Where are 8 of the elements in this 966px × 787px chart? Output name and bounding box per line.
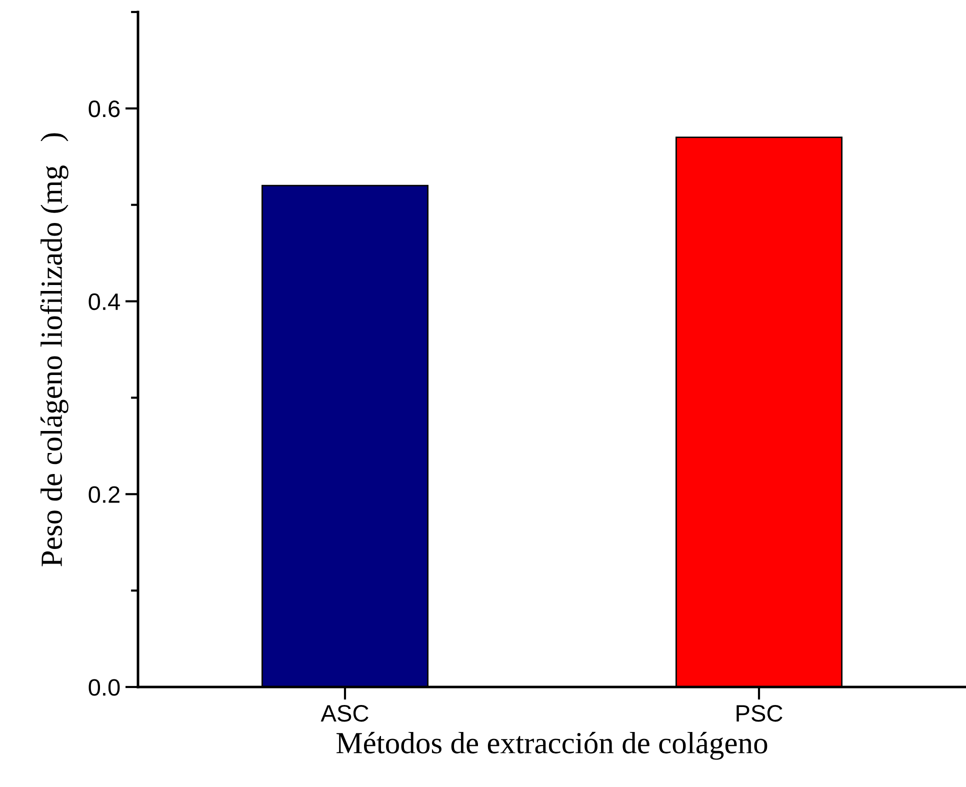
x-tick-label: ASC <box>320 704 368 722</box>
y-tick-label: 0.2 <box>88 486 120 503</box>
y-tick-label: 0.0 <box>88 679 120 696</box>
y-tick-label: 0.6 <box>88 100 120 118</box>
x-tick-label: PSC <box>736 704 782 722</box>
x-axis-title: Métodos de extracción de colágeno <box>336 732 768 760</box>
y-tick-label: 0.4 <box>88 293 120 310</box>
y-axis-title: Peso de colágeno liofilizado (mg ) <box>40 133 68 566</box>
